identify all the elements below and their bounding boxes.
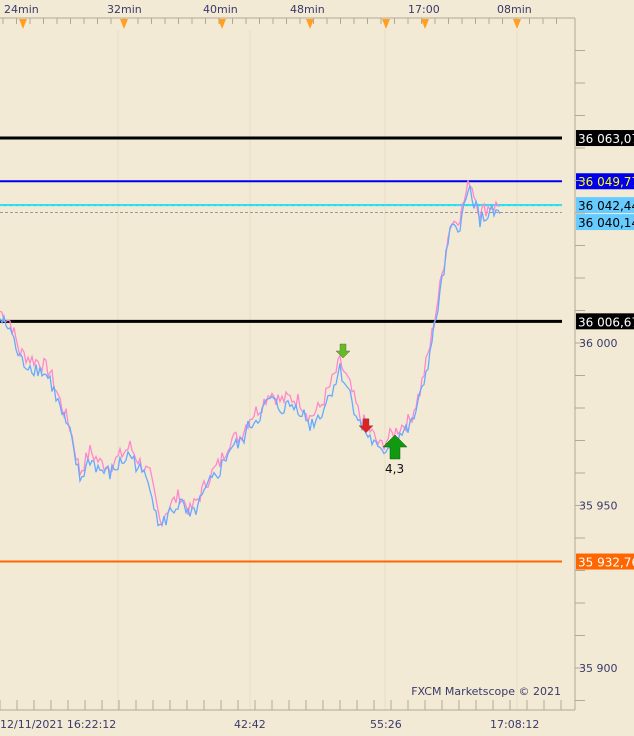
time-marker-icon xyxy=(421,19,429,29)
y-tick-label: 35 900 xyxy=(579,662,618,675)
time-marker-icon xyxy=(218,19,226,29)
price-level-label: 36 049,77 xyxy=(578,175,634,189)
time-marker-icon xyxy=(19,19,27,29)
watermark: FXCM Marketscope © 2021 xyxy=(411,685,561,698)
price-level-label: 35 932,76 xyxy=(578,556,634,570)
x-time-label: 42:42 xyxy=(234,718,266,731)
grid xyxy=(117,30,518,710)
price-level-badge xyxy=(576,130,634,147)
x-time-label: 12/11/2021 16:22:12 xyxy=(0,718,116,731)
top-time-label: 24min xyxy=(4,3,39,16)
price-level-badge xyxy=(576,197,634,214)
top-time-label: 48min xyxy=(290,3,325,16)
price-line xyxy=(0,185,501,527)
y-tick-label: 36 000 xyxy=(579,337,618,350)
price-level-badge xyxy=(576,553,634,570)
x-time-label: 55:26 xyxy=(370,718,402,731)
price-series xyxy=(0,180,501,528)
top-time-label: 32min xyxy=(107,3,142,16)
horizontal-levels: 36 063,07 36 049,77 36 042,44 36 040,14 36 0… xyxy=(0,130,634,570)
price-level-label: 36 006,67 xyxy=(578,315,634,329)
top-time-label: 17:00 xyxy=(408,3,440,16)
price-level-label: 36 063,07 xyxy=(578,132,634,146)
top-time-label: 08min xyxy=(497,3,532,16)
buy-arrow-icon xyxy=(382,434,408,460)
sell-arrow-icon xyxy=(335,343,351,359)
price-level-badge xyxy=(576,173,634,190)
price-level-badge xyxy=(576,214,634,231)
sell-arrow-icon xyxy=(358,418,374,434)
plot-area xyxy=(0,30,575,710)
price-line xyxy=(0,180,501,528)
axes: 36 000 35 950 35 900 24min 32min 40min 48min 17… xyxy=(0,3,618,731)
signal-arrows: 4,3 xyxy=(335,343,408,476)
top-time-label: 40min xyxy=(203,3,238,16)
time-marker-icon xyxy=(120,19,128,29)
time-marker-icon xyxy=(306,19,314,29)
time-marker-icon xyxy=(382,19,390,29)
signal-label: 4,3 xyxy=(385,462,404,476)
time-marker-icon xyxy=(513,19,521,29)
price-level-label: 36 042,44 xyxy=(578,199,634,213)
price-level-label: 36 040,14 xyxy=(578,216,634,230)
x-time-label: 17:08:12 xyxy=(490,718,539,731)
price-level-badge xyxy=(576,313,634,330)
y-tick-label: 35 950 xyxy=(579,500,618,513)
